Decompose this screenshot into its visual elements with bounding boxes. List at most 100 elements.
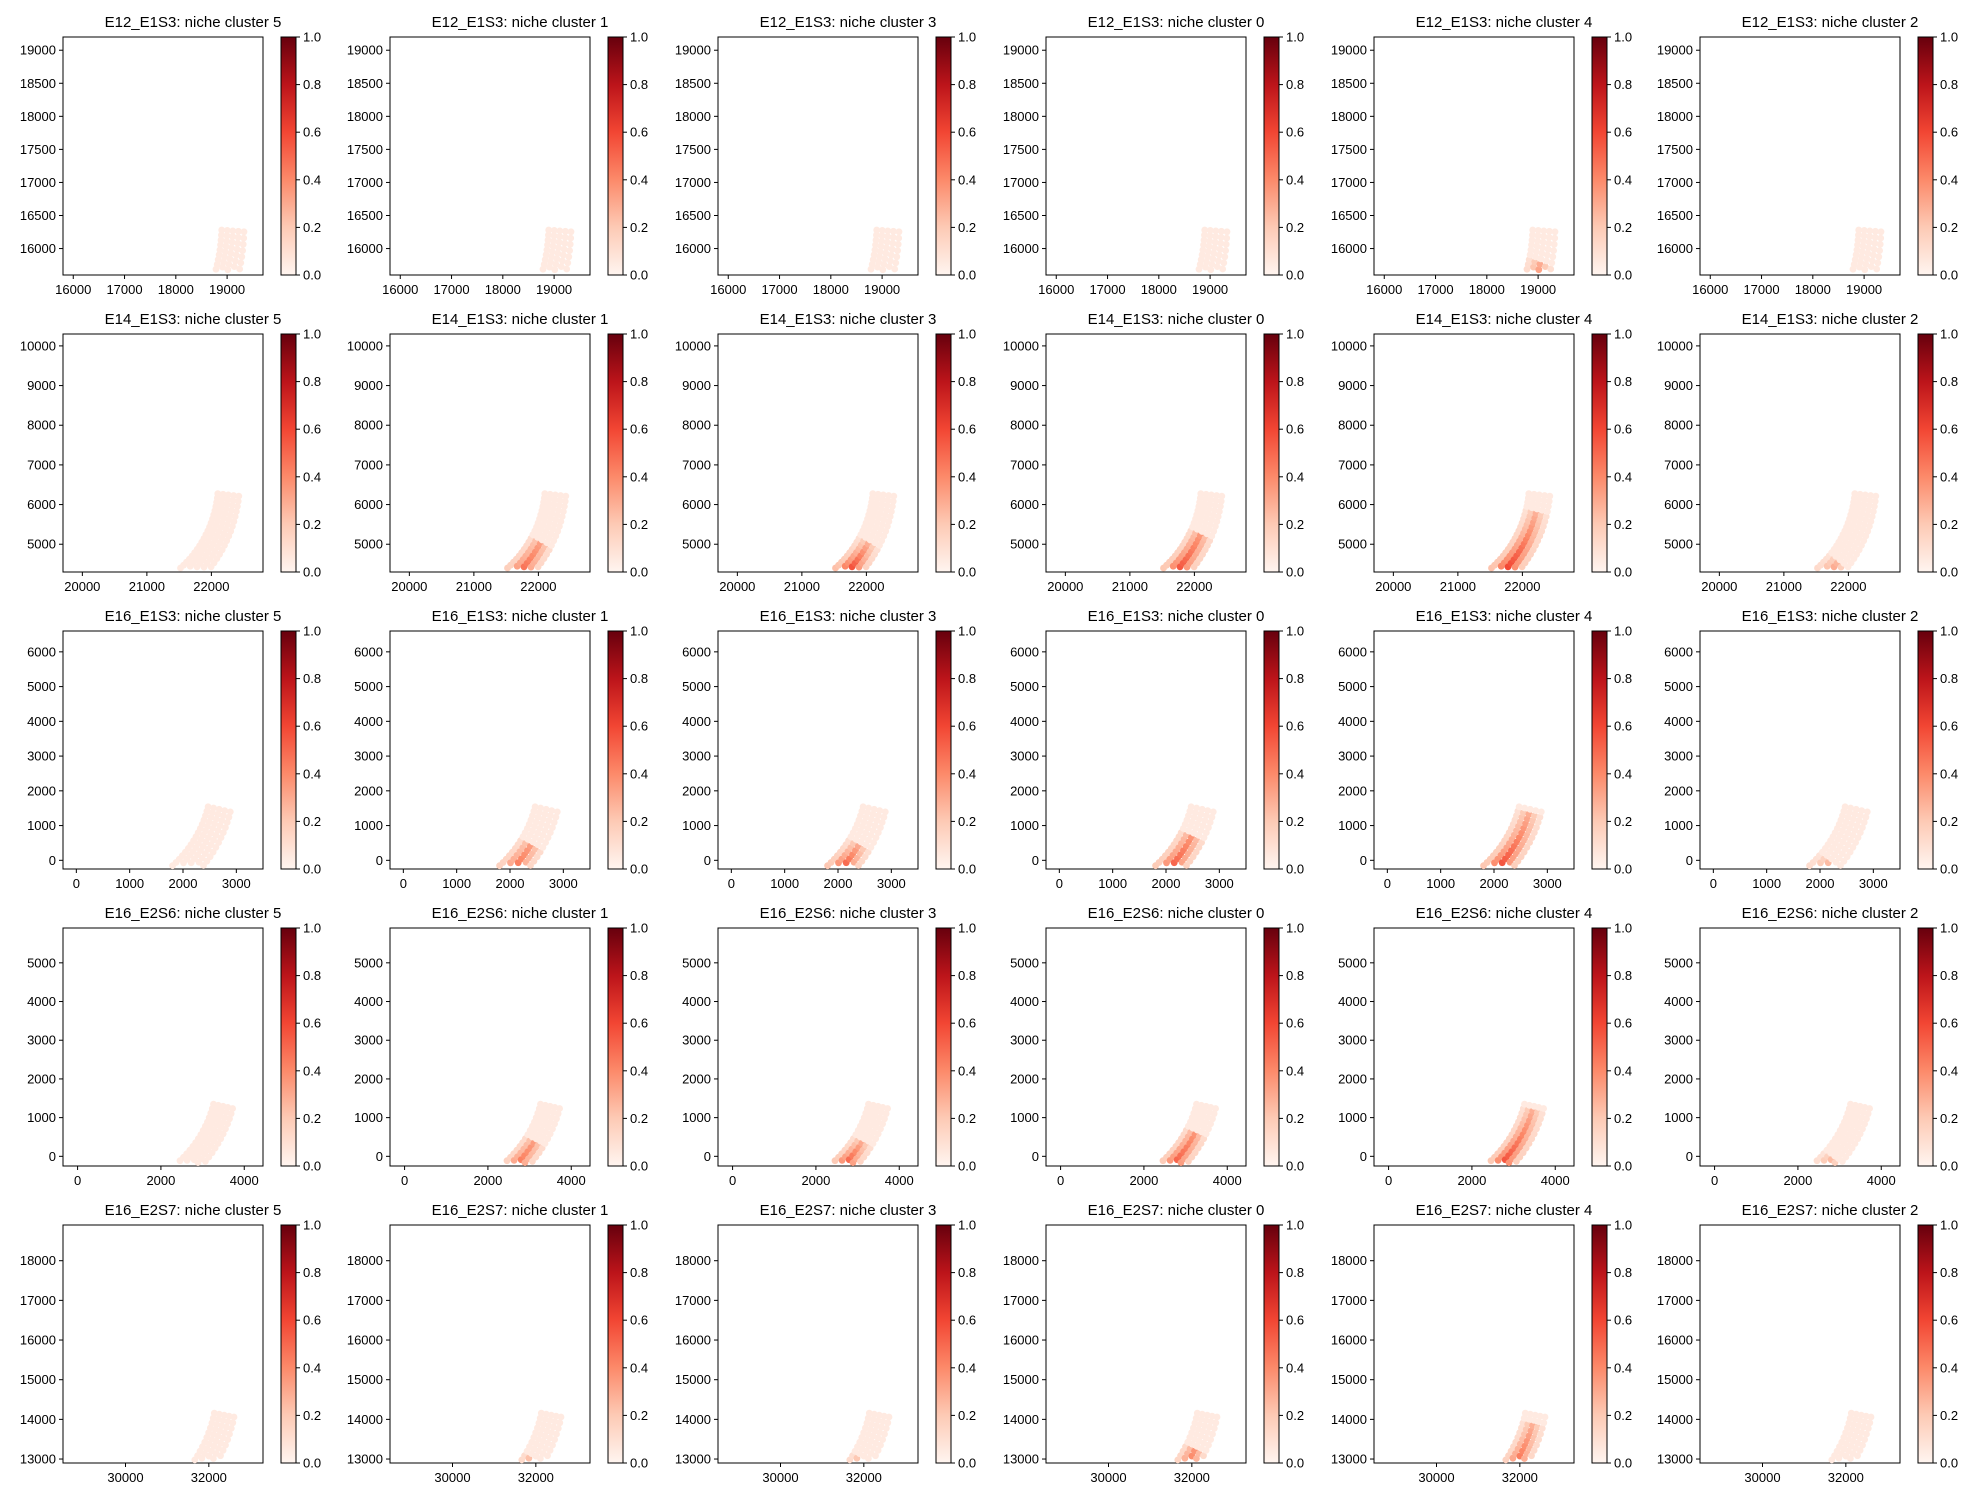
y-tick-label: 14000 [675, 1412, 711, 1427]
spot [541, 490, 549, 498]
spot [556, 497, 564, 504]
colorbar-tick-label: 0.8 [1614, 968, 1632, 983]
spot [546, 490, 554, 498]
x-tick-label: 16000 [382, 282, 418, 297]
spot [1549, 253, 1557, 261]
colorbar-tick-label: 1.0 [958, 1218, 976, 1233]
spot [224, 491, 232, 499]
colorbar-tick-label: 0.6 [630, 1016, 648, 1031]
spot [1213, 492, 1220, 499]
axes-frame [1045, 333, 1247, 573]
spot [221, 248, 229, 256]
y-tick-label: 14000 [1331, 1412, 1367, 1427]
colorbar-tick-label: 0.2 [630, 517, 648, 532]
colorbar [1591, 630, 1608, 870]
y-tick-label: 6000 [1338, 497, 1367, 512]
x-tick-label: 1000 [1752, 876, 1781, 891]
x-tick-label: 2000 [496, 876, 525, 891]
colorbar-tick-label: 1.0 [303, 327, 321, 342]
x-tick-label: 30000 [1418, 1470, 1454, 1485]
y-tick-label: 0 [704, 853, 711, 868]
spot [1216, 245, 1224, 253]
y-tick-label: 4000 [1010, 994, 1039, 1009]
colorbar-tick-label: 0.4 [630, 469, 648, 484]
spot [223, 237, 231, 245]
colorbar [280, 333, 297, 573]
spot [1537, 1430, 1544, 1438]
y-tick-label: 13000 [675, 1452, 711, 1467]
spot [1205, 1441, 1212, 1449]
spot [889, 239, 897, 247]
spot [1199, 246, 1207, 254]
spot-layer [1480, 803, 1545, 870]
x-tick-label: 20000 [64, 579, 100, 594]
x-tick-label: 0 [1056, 876, 1063, 891]
spot [876, 253, 883, 261]
spot [1866, 497, 1874, 504]
spot [1515, 803, 1523, 811]
spot [553, 1115, 560, 1123]
y-tick-label: 16500 [20, 208, 56, 223]
colorbar-tick-label: 0.4 [958, 1063, 976, 1078]
spot [870, 805, 878, 813]
y-tick-label: 18000 [20, 1253, 56, 1268]
spot [566, 247, 573, 255]
spot [1217, 497, 1225, 505]
spot [1209, 1115, 1216, 1123]
x-tick-label: 2000 [1783, 1173, 1812, 1188]
spot [1531, 812, 1538, 820]
spot [874, 1447, 882, 1454]
colorbar-tick-label: 0.2 [303, 1408, 321, 1423]
colorbar-tick-label: 0.4 [1286, 1360, 1304, 1375]
spot [891, 265, 899, 273]
colorbar-tick-label: 0.6 [958, 422, 976, 437]
spot [219, 490, 227, 498]
x-tick-label: 19000 [1846, 282, 1882, 297]
colorbar-tick-label: 0.8 [1940, 77, 1958, 92]
panel-title: E14_E1S3: niche cluster 2 [1742, 311, 1919, 328]
x-tick-label: 0 [1385, 1173, 1392, 1188]
spot [1866, 1419, 1874, 1427]
y-tick-label: 0 [1686, 853, 1693, 868]
spot [1867, 1413, 1875, 1421]
x-tick-label: 2000 [146, 1173, 175, 1188]
y-tick-label: 10000 [347, 338, 383, 353]
spot [554, 1425, 562, 1432]
colorbar [607, 927, 624, 1167]
y-tick-label: 6000 [682, 644, 711, 659]
x-tick-label: 17000 [1089, 282, 1125, 297]
y-tick-label: 13000 [1003, 1452, 1039, 1467]
colorbar-tick-label: 0.6 [1940, 1313, 1958, 1328]
colorbar-tick-label: 0.4 [630, 1360, 648, 1375]
spot [1866, 233, 1873, 240]
spot [875, 812, 882, 820]
colorbar-tick-label: 0.8 [1286, 1265, 1304, 1280]
colorbar-tick-label: 0.0 [1614, 565, 1632, 580]
y-tick-label: 19000 [1003, 43, 1039, 58]
colorbar-tick-label: 1.0 [1286, 1218, 1304, 1233]
colorbar-tick-label: 0.0 [958, 1159, 976, 1174]
spot [217, 1452, 224, 1460]
spot [545, 226, 553, 234]
y-tick-label: 1000 [682, 1110, 711, 1125]
spot [1206, 819, 1214, 826]
panel-title: E16_E2S6: niche cluster 3 [760, 905, 937, 922]
spot [234, 503, 241, 510]
x-tick-label: 1000 [770, 876, 799, 891]
colorbar-tick-label: 0.4 [958, 1360, 976, 1375]
spot [562, 227, 569, 235]
panel-title: E16_E2S6: niche cluster 5 [105, 905, 282, 922]
y-tick-label: 0 [376, 1149, 383, 1164]
spot [875, 258, 882, 266]
spot [556, 1105, 563, 1112]
x-tick-label: 1000 [442, 876, 471, 891]
spot [1854, 241, 1861, 249]
spot [1863, 808, 1871, 816]
y-tick-label: 8000 [682, 418, 711, 433]
spot [561, 239, 569, 247]
spot-layer [212, 226, 248, 274]
axes-frame [389, 630, 591, 870]
spot [1218, 227, 1225, 235]
spot [232, 257, 239, 265]
spot [1534, 232, 1542, 240]
